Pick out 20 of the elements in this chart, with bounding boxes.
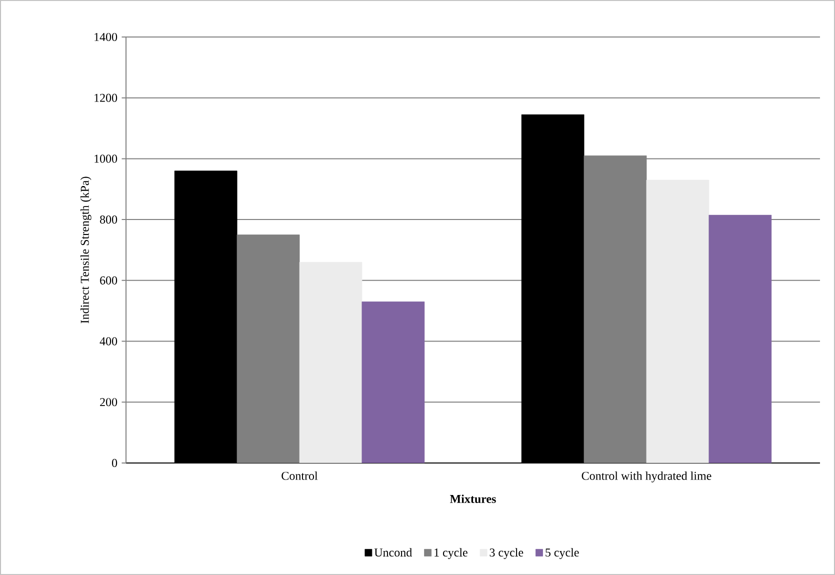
x-tick-label: Control with hydrated lime [582,471,712,482]
y-tick-label: 600 [100,276,118,284]
x-axis-title: Mixtures [450,494,496,504]
bar [362,302,425,463]
bar [646,180,710,463]
y-tick-label: 1400 [94,32,118,42]
y-tick-label: 800 [100,216,118,224]
legend-label: 1 cycle [434,548,468,560]
legend-label: 3 cycle [490,548,524,560]
y-tick-label: 0 [112,458,118,468]
bar [299,262,362,463]
legend-label: 5 cycle [546,548,579,560]
y-tick-label: 1200 [94,94,118,102]
y-tick-label: 1000 [94,154,118,163]
y-axis-title: Indirect Tensile Strength (kPa) [80,176,92,324]
x-tick-label: Control [282,471,318,480]
y-tick-label: 200 [100,398,118,406]
legend-label: Uncond [374,548,412,557]
y-tick-label: 400 [100,337,118,346]
bar [708,214,772,463]
